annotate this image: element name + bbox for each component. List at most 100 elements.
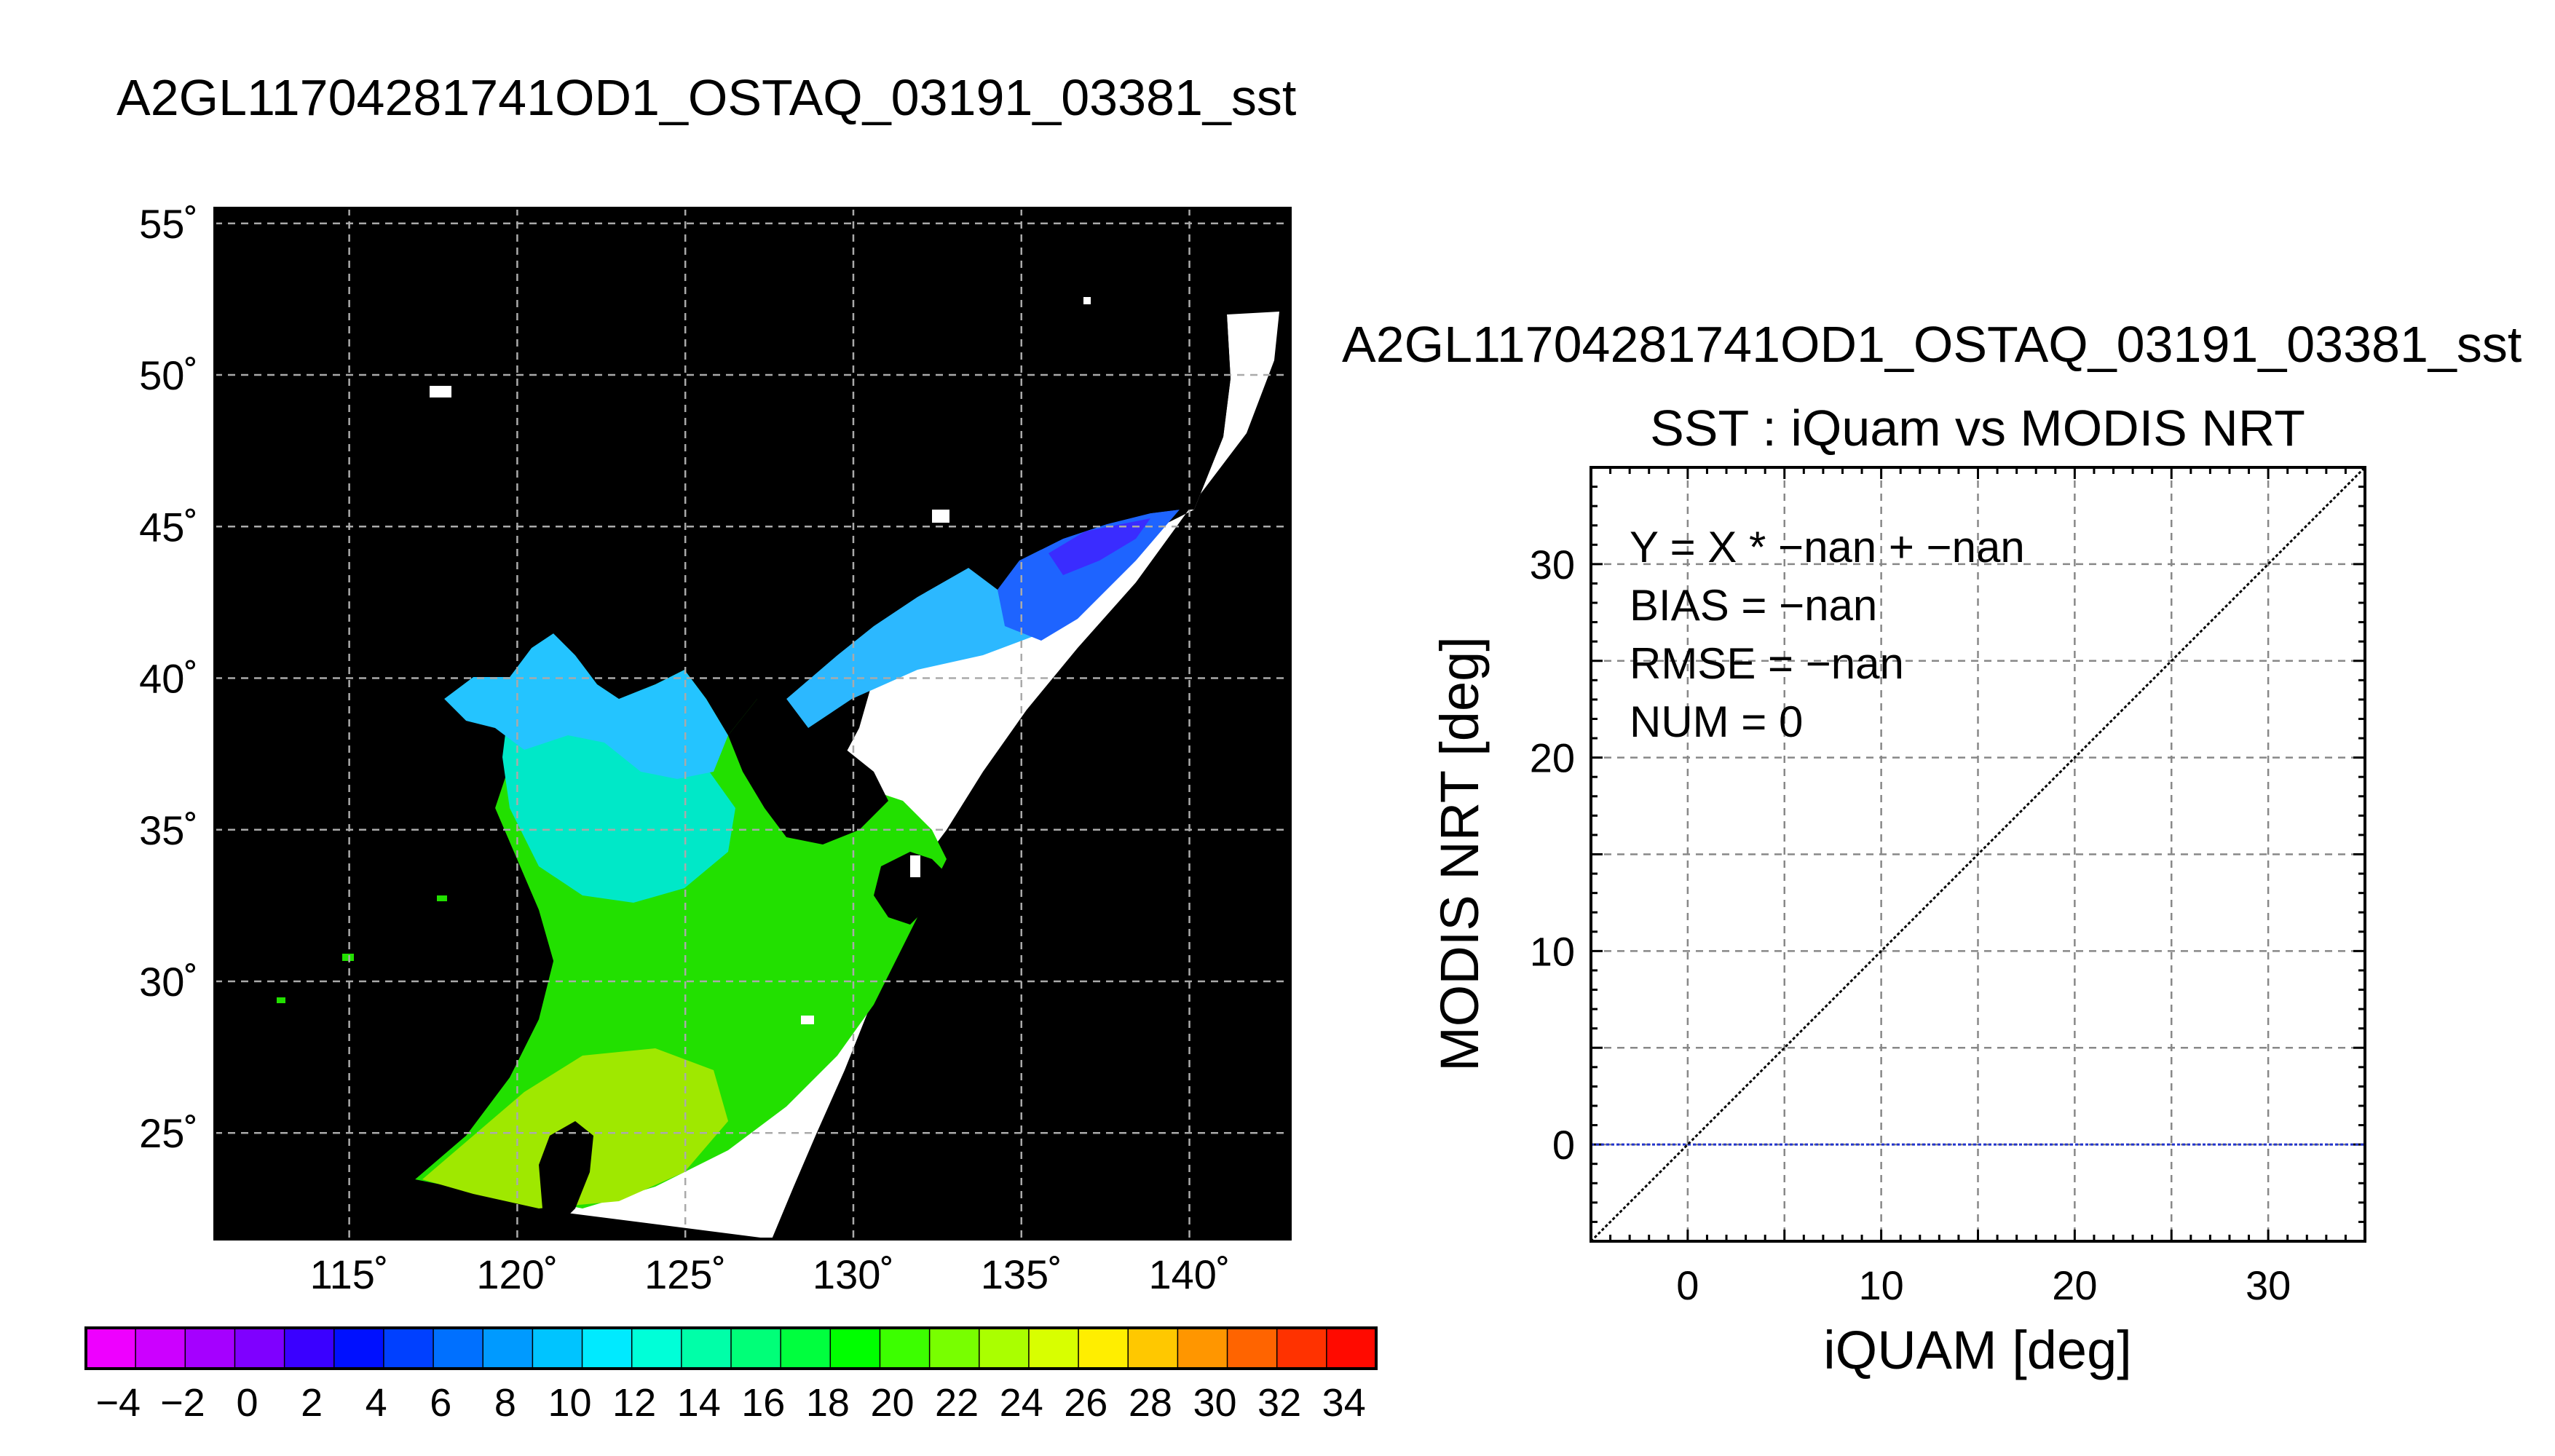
colorbar-swatch <box>1078 1328 1129 1369</box>
scatter-y-ticklabel: 10 <box>1530 928 1575 974</box>
colorbar-labels: −4 −2 0 2 4 6 8 10 12 14 16 18 20 22 24 … <box>96 1381 1366 1425</box>
scatter-x-ticklabel: 0 <box>1676 1262 1699 1308</box>
colorbar-label: 28 <box>1129 1381 1172 1425</box>
lon-label: 130˚ <box>813 1251 894 1297</box>
colorbar-dividers <box>135 1328 1327 1369</box>
colorbar-swatch <box>1177 1328 1228 1369</box>
colorbar-label: 16 <box>741 1381 785 1425</box>
colorbar-label: 10 <box>548 1381 591 1425</box>
colorbar-swatch <box>135 1328 186 1369</box>
lat-label: 55˚ <box>139 201 198 247</box>
lon-label: 120˚ <box>476 1251 558 1297</box>
colorbar-label: 12 <box>612 1381 656 1425</box>
colorbar-swatch <box>830 1328 881 1369</box>
scatter-title: SST : iQuam vs MODIS NRT <box>1650 400 2305 456</box>
speck <box>801 1016 814 1024</box>
scatter-panel: Y = X * −nan + −nan BIAS = −nan RMSE = −… <box>1429 466 2366 1380</box>
lat-label: 50˚ <box>139 352 198 398</box>
colorbar-swatch <box>681 1328 732 1369</box>
colorbar-label: 30 <box>1193 1381 1236 1425</box>
colorbar-label: 6 <box>430 1381 451 1425</box>
colorbar-swatch <box>532 1328 583 1369</box>
colorbar-swatch <box>185 1328 236 1369</box>
map-title: A2GL11704281741OD1_OSTAQ_03191_03381_sst <box>117 69 1296 126</box>
scatter-y-axis-label: MODIS NRT [deg] <box>1429 636 1490 1072</box>
map-lat-labels: 55˚ 50˚ 45˚ 40˚ 35˚ 30˚ 25˚ <box>139 201 198 1156</box>
colorbar-label: 22 <box>935 1381 979 1425</box>
colorbar-label: 26 <box>1064 1381 1107 1425</box>
stat-regression: Y = X * −nan + −nan <box>1630 523 2025 571</box>
scatter-y-ticklabel: 20 <box>1530 735 1575 781</box>
speck <box>430 386 451 397</box>
speck <box>910 855 920 877</box>
colorbar-swatch <box>1128 1328 1178 1369</box>
scatter-y-ticklabel: 30 <box>1530 542 1575 587</box>
identity-line <box>1591 467 2365 1241</box>
stat-num: NUM = 0 <box>1630 697 1803 746</box>
land-korea <box>728 699 888 844</box>
colorbar-swatch <box>731 1328 781 1369</box>
colorbar-swatch <box>483 1328 533 1369</box>
colorbar: −4 −2 0 2 4 6 8 10 12 14 16 18 20 22 24 … <box>84 1326 1378 1425</box>
lon-label: 140˚ <box>1148 1251 1230 1297</box>
scatter-x-ticklabels: 0 10 20 30 <box>1676 1262 2291 1308</box>
lat-label: 30˚ <box>139 959 198 1005</box>
lat-label: 25˚ <box>139 1110 198 1156</box>
lat-label: 45˚ <box>139 504 198 550</box>
colorbar-swatch <box>234 1328 285 1369</box>
scatter-y-ticklabel: 0 <box>1552 1122 1575 1168</box>
scatter-frame <box>1590 466 2366 1243</box>
colorbar-frame <box>84 1326 1378 1370</box>
sea-deepblue <box>1049 518 1150 575</box>
map-gridlines <box>215 208 1290 1239</box>
land-taiwan <box>539 1121 593 1223</box>
speck <box>1083 297 1091 304</box>
colorbar-swatch <box>333 1328 384 1369</box>
colorbar-swatch <box>582 1328 633 1369</box>
colorbar-swatch <box>979 1328 1030 1369</box>
colorbar-swatch <box>781 1328 831 1369</box>
colorbar-label: 2 <box>301 1381 323 1425</box>
colorbar-swatch <box>284 1328 335 1369</box>
colorbar-swatch <box>880 1328 931 1369</box>
colorbar-label: −2 <box>160 1381 205 1425</box>
colorbar-swatch <box>929 1328 980 1369</box>
land-kyushu <box>874 852 947 925</box>
colorbar-label: −4 <box>96 1381 141 1425</box>
colorbar-swatch <box>433 1328 483 1369</box>
lon-label: 125˚ <box>644 1251 726 1297</box>
map-frame <box>213 207 1292 1241</box>
colorbar-label: 4 <box>366 1381 387 1425</box>
colorbar-label: 34 <box>1322 1381 1366 1425</box>
colorbar-swatch <box>1326 1328 1377 1369</box>
scatter-stats: Y = X * −nan + −nan BIAS = −nan RMSE = −… <box>1630 523 2025 746</box>
speck <box>932 510 949 523</box>
colorbar-label: 24 <box>1000 1381 1043 1425</box>
colorbar-swatch <box>1276 1328 1327 1369</box>
scatter-x-ticklabel: 20 <box>2052 1262 2097 1308</box>
stat-bias: BIAS = −nan <box>1630 581 1877 630</box>
scatter-x-ticklabel: 30 <box>2246 1262 2291 1308</box>
sea-blue-north <box>998 510 1180 641</box>
lat-label: 35˚ <box>139 807 198 853</box>
colorbar-label: 0 <box>236 1381 258 1425</box>
colorbar-label: 32 <box>1257 1381 1301 1425</box>
colorbar-swatch <box>86 1328 136 1369</box>
lon-label: 135˚ <box>981 1251 1062 1297</box>
colorbar-swatch <box>383 1328 434 1369</box>
stat-rmse: RMSE = −nan <box>1630 639 1904 688</box>
colorbar-label: 20 <box>870 1381 914 1425</box>
scatter-x-ticklabel: 10 <box>1858 1262 1903 1308</box>
colorbar-swatch <box>631 1328 682 1369</box>
lat-label: 40˚ <box>139 656 198 702</box>
colorbar-swatches <box>86 1328 1377 1369</box>
colorbar-label: 8 <box>494 1381 516 1425</box>
map-lon-labels: 115˚ 120˚ 125˚ 130˚ 135˚ 140˚ <box>310 1251 1231 1297</box>
scatter-x-axis-label: iQUAM [deg] <box>1823 1320 2132 1380</box>
scatter-header: A2GL11704281741OD1_OSTAQ_03191_03381_sst <box>1342 316 2522 373</box>
colorbar-label: 14 <box>677 1381 721 1425</box>
colorbar-swatch <box>1028 1328 1079 1369</box>
lon-label: 115˚ <box>310 1251 389 1297</box>
colorbar-swatch <box>1227 1328 1278 1369</box>
